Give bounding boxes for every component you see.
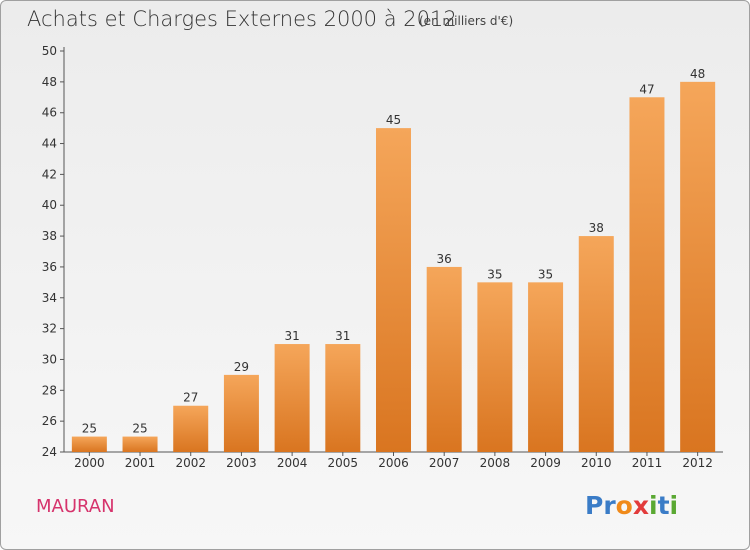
bar xyxy=(629,97,665,453)
x-tick-label: 2006 xyxy=(378,456,409,470)
bar-value-label: 48 xyxy=(690,67,705,81)
y-tick-label: 28 xyxy=(42,383,57,397)
x-tick-label: 2011 xyxy=(632,456,663,470)
bar-value-label: 35 xyxy=(538,267,553,281)
x-tick-label: 2007 xyxy=(429,456,460,470)
bars: 25 25 27 29 31 31 45 36 35 35 38 47 48 xyxy=(71,67,716,453)
chart-subtitle: (en milliers d'€) xyxy=(419,14,514,28)
y-tick-label: 46 xyxy=(42,106,57,120)
bar xyxy=(274,344,310,452)
bar xyxy=(173,405,209,452)
x-tick-label: 2004 xyxy=(277,456,308,470)
logo-letter: P xyxy=(585,491,604,520)
proxiti-logo[interactable]: Proxiti xyxy=(585,491,678,520)
bar xyxy=(122,436,158,452)
x-tick-label: 2000 xyxy=(74,456,105,470)
x-tick-label: 2002 xyxy=(175,456,206,470)
y-tick-label: 38 xyxy=(42,229,57,243)
bar-value-label: 25 xyxy=(132,422,147,436)
bar-value-label: 25 xyxy=(82,422,97,436)
logo-letter: r xyxy=(603,491,616,520)
bar xyxy=(680,81,716,452)
logo-letter: o xyxy=(615,491,633,520)
logo-letter: t xyxy=(657,491,670,520)
y-tick-label: 50 xyxy=(42,44,57,58)
y-tick-label: 42 xyxy=(42,167,57,181)
bar xyxy=(426,266,462,452)
x-tick-label: 2008 xyxy=(480,456,511,470)
bar-value-label: 36 xyxy=(437,252,452,266)
bar-value-label: 38 xyxy=(589,221,604,235)
bar-value-label: 31 xyxy=(284,329,299,343)
bar xyxy=(477,282,513,452)
logo-letter: i xyxy=(649,491,658,520)
y-tick-label: 44 xyxy=(42,137,57,151)
bar xyxy=(528,282,564,452)
bar xyxy=(578,236,614,452)
bar xyxy=(71,436,107,452)
bar xyxy=(376,128,411,452)
bar-value-label: 29 xyxy=(234,360,249,374)
bar-value-label: 45 xyxy=(386,113,401,127)
y-tick-label: 34 xyxy=(42,291,57,305)
x-tick-label: 2010 xyxy=(581,456,612,470)
y-tick-label: 26 xyxy=(42,414,57,428)
town-name: MAURAN xyxy=(36,496,115,517)
bar-value-label: 27 xyxy=(183,391,198,405)
bar xyxy=(223,374,259,452)
y-tick-label: 24 xyxy=(42,445,57,459)
x-tick-label: 2005 xyxy=(328,456,359,470)
y-tick-label: 36 xyxy=(42,260,57,274)
x-tick-label: 2001 xyxy=(125,456,156,470)
bar-value-label: 35 xyxy=(487,267,502,281)
y-tick-label: 30 xyxy=(42,352,57,366)
bar-value-label: 31 xyxy=(335,329,350,343)
logo-letter: x xyxy=(632,491,649,520)
y-tick-label: 32 xyxy=(42,322,57,336)
x-tick-label: 2012 xyxy=(682,456,713,470)
x-tick-label: 2009 xyxy=(530,456,561,470)
logo-letter: i xyxy=(669,491,679,520)
y-tick-label: 40 xyxy=(42,198,57,212)
x-tick-label: 2003 xyxy=(226,456,257,470)
y-tick-label: 48 xyxy=(42,75,57,89)
bar-value-label: 47 xyxy=(639,82,654,96)
axes: 24 26 28 30 32 34 36 38 40 42 44 46 48 50 2000 2001 2002… xyxy=(42,44,723,470)
chart-title: Achats et Charges Externes 2000 à 2012 xyxy=(27,7,457,31)
bar xyxy=(325,344,361,452)
